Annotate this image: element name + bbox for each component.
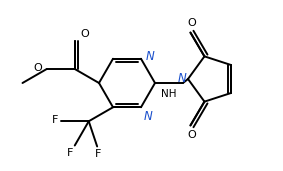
Text: O: O <box>187 130 196 140</box>
Text: O: O <box>33 63 42 73</box>
Text: N: N <box>177 73 186 86</box>
Text: F: F <box>95 149 101 159</box>
Text: F: F <box>52 115 58 125</box>
Text: O: O <box>187 18 196 28</box>
Text: N: N <box>144 110 153 123</box>
Text: N: N <box>146 50 155 63</box>
Text: O: O <box>81 29 89 39</box>
Text: NH: NH <box>161 89 177 99</box>
Text: F: F <box>67 148 73 159</box>
